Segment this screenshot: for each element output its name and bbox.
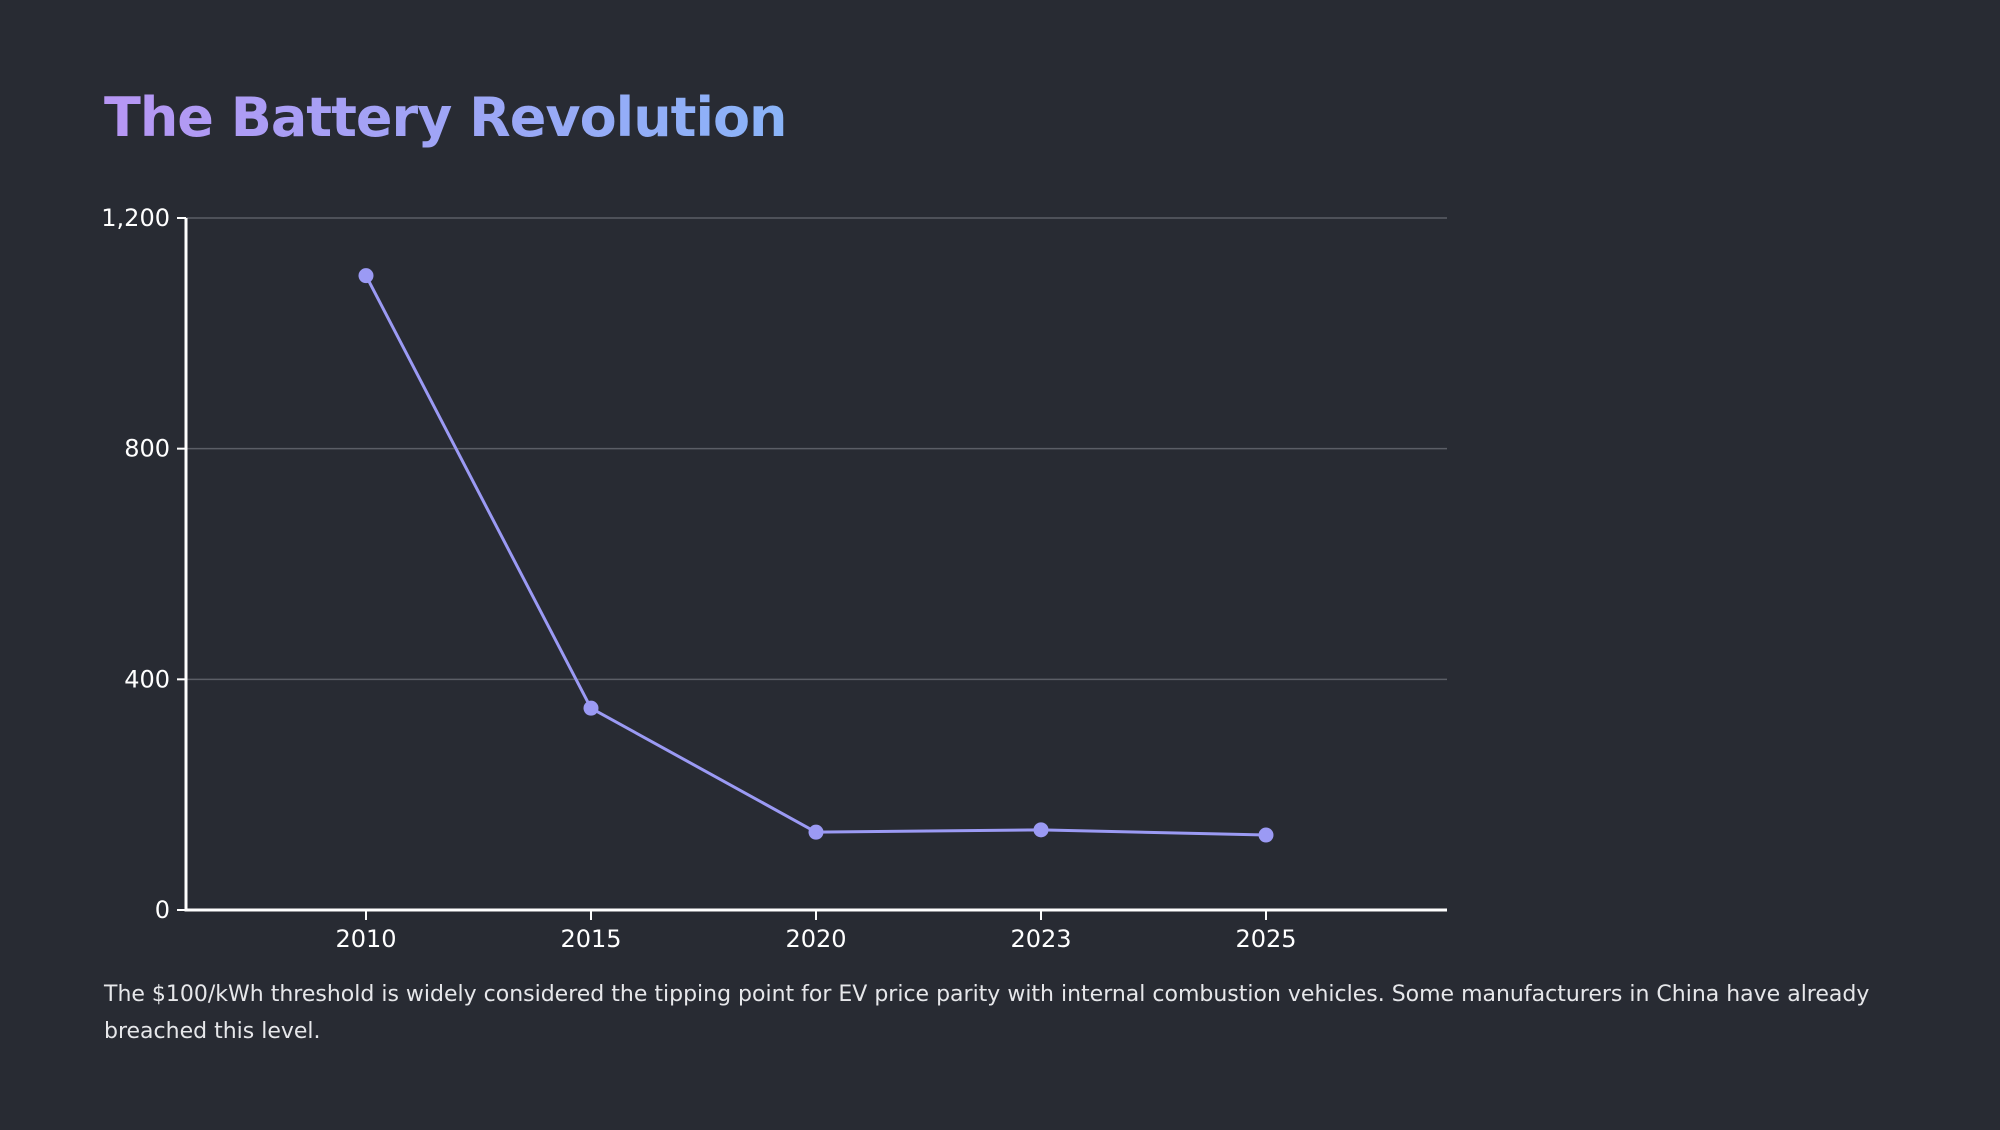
- x-tick-label-2023: 2023: [1010, 925, 1071, 953]
- y-tick-label-0: 0: [155, 896, 170, 924]
- y-tick-label-400: 400: [124, 665, 170, 693]
- data-point-2010: [358, 268, 374, 284]
- x-axis-ticks: 2010 2015 2020 2023 2025: [335, 910, 1297, 953]
- y-tick-label-1,200: 1,200: [101, 204, 170, 232]
- gridlines: [186, 217, 1447, 681]
- series-group: [358, 268, 1274, 843]
- slide-caption: The $100/kWh threshold is widely conside…: [104, 982, 1870, 1044]
- x-tick-label-2010: 2010: [335, 925, 396, 953]
- data-point-2025: [1258, 827, 1274, 843]
- data-point-2020: [808, 824, 824, 840]
- data-point-2023: [1033, 822, 1049, 838]
- y-tick-label-800: 800: [124, 435, 170, 463]
- x-tick-label-2020: 2020: [785, 925, 846, 953]
- data-point-2015: [583, 700, 599, 716]
- series-line: [364, 274, 1267, 837]
- x-tick-label-2025: 2025: [1235, 925, 1296, 953]
- x-tick-label-2015: 2015: [560, 925, 621, 953]
- slide-title: The Battery Revolution: [104, 82, 788, 154]
- y-axis-ticks: 0 400 800 1,200: [101, 204, 186, 924]
